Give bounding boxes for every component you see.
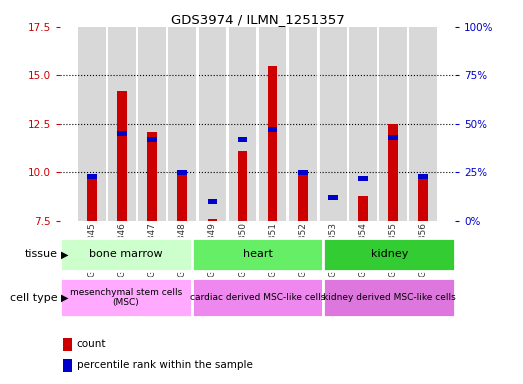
- Text: mesenchymal stem cells
(MSC): mesenchymal stem cells (MSC): [70, 288, 182, 307]
- Bar: [237, 137, 247, 142]
- Text: bone marrow: bone marrow: [89, 249, 163, 260]
- Bar: [117, 131, 127, 136]
- Text: ▶: ▶: [61, 293, 69, 303]
- Bar: [298, 172, 308, 221]
- Bar: [418, 174, 428, 179]
- Bar: [323, 238, 455, 271]
- Bar: [60, 278, 192, 317]
- Bar: [418, 178, 428, 221]
- Bar: [192, 278, 323, 317]
- Text: cardiac derived MSC-like cells: cardiac derived MSC-like cells: [190, 293, 325, 302]
- Bar: [229, 27, 256, 221]
- Bar: [298, 170, 308, 175]
- Bar: [268, 127, 278, 132]
- Bar: [410, 27, 437, 221]
- Bar: [328, 195, 338, 200]
- Bar: [208, 219, 217, 221]
- Text: kidney derived MSC-like cells: kidney derived MSC-like cells: [323, 293, 456, 302]
- Bar: [323, 278, 455, 317]
- Bar: [108, 27, 136, 221]
- Bar: [168, 27, 196, 221]
- Text: percentile rank within the sample: percentile rank within the sample: [77, 360, 253, 370]
- Text: cell type: cell type: [10, 293, 58, 303]
- Bar: [192, 238, 323, 271]
- Bar: [117, 91, 127, 221]
- Bar: [147, 137, 157, 142]
- Bar: [63, 359, 72, 372]
- Bar: [358, 175, 368, 180]
- Text: kidney: kidney: [370, 249, 408, 260]
- Bar: [63, 338, 72, 351]
- Bar: [237, 151, 247, 221]
- Text: ▶: ▶: [61, 249, 69, 260]
- Text: heart: heart: [243, 249, 272, 260]
- Bar: [379, 27, 407, 221]
- Bar: [388, 124, 398, 221]
- Bar: [349, 27, 377, 221]
- Bar: [60, 238, 192, 271]
- Bar: [78, 27, 106, 221]
- Bar: [268, 66, 278, 221]
- Bar: [138, 27, 166, 221]
- Bar: [199, 27, 226, 221]
- Text: count: count: [77, 339, 106, 349]
- Bar: [147, 132, 157, 221]
- Bar: [289, 27, 316, 221]
- Text: tissue: tissue: [25, 249, 58, 260]
- Bar: [87, 178, 97, 221]
- Bar: [358, 195, 368, 221]
- Bar: [388, 135, 398, 140]
- Bar: [319, 27, 347, 221]
- Bar: [177, 172, 187, 221]
- Bar: [208, 199, 217, 204]
- Title: GDS3974 / ILMN_1251357: GDS3974 / ILMN_1251357: [170, 13, 345, 26]
- Bar: [259, 27, 287, 221]
- Bar: [177, 170, 187, 175]
- Bar: [87, 174, 97, 179]
